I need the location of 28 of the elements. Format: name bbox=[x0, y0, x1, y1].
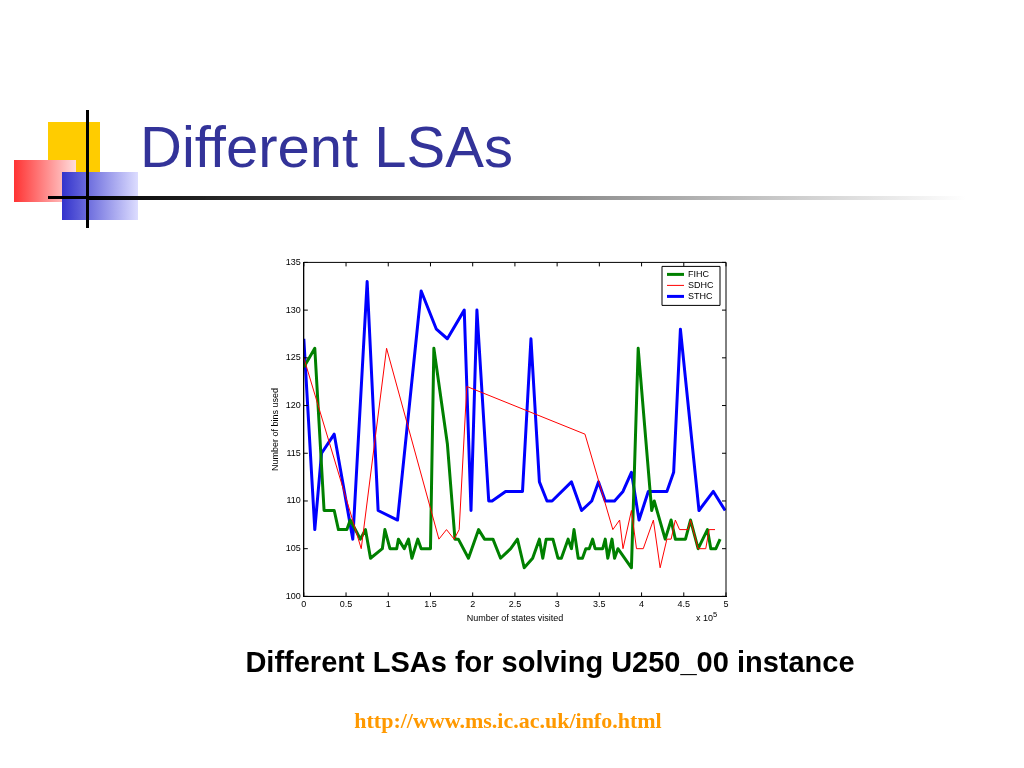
legend-label: SDHC bbox=[688, 279, 714, 290]
x-axis-title: Number of states visited bbox=[466, 613, 564, 624]
y-tick-label: 125 bbox=[285, 352, 301, 363]
x-tick-label: 2.5 bbox=[508, 599, 522, 610]
y-tick-label: 130 bbox=[285, 304, 301, 315]
text: Different LSAs for solving U250_00 instance bbox=[244, 646, 856, 679]
x-tick-label: 1 bbox=[385, 599, 391, 610]
x-tick-label: 1.5 bbox=[424, 599, 437, 610]
legend-label: STHC bbox=[688, 290, 713, 301]
y-tick-label: 110 bbox=[286, 495, 301, 506]
chart-title: Different LSAs bbox=[140, 113, 513, 181]
x-tick-label: 4.5 bbox=[677, 599, 691, 610]
x-tick-label: 2 bbox=[470, 599, 476, 610]
x-tick-label: 0 bbox=[301, 599, 307, 610]
y-tick-label: 105 bbox=[285, 543, 301, 554]
x-tick-label: 5 bbox=[723, 599, 729, 610]
x-tick-label: 3 bbox=[554, 599, 560, 610]
y-tick-label: 115 bbox=[286, 447, 301, 458]
y-axis-title: Number of bins used bbox=[269, 387, 280, 471]
y-tick-label: 135 bbox=[285, 256, 301, 267]
y-tick-label: 100 bbox=[285, 590, 301, 601]
x-tick-label: 4 bbox=[639, 599, 645, 610]
x-tick-label: 0.5 bbox=[339, 599, 353, 610]
legend-label: FIHC bbox=[688, 268, 710, 279]
x-tick-label: 3.5 bbox=[593, 599, 606, 610]
y-tick-label: 120 bbox=[285, 400, 301, 411]
text: x 10$^{5}$ bbox=[696, 610, 718, 623]
text: http://www.ms.ic.ac.uk/info.html bbox=[353, 708, 663, 734]
